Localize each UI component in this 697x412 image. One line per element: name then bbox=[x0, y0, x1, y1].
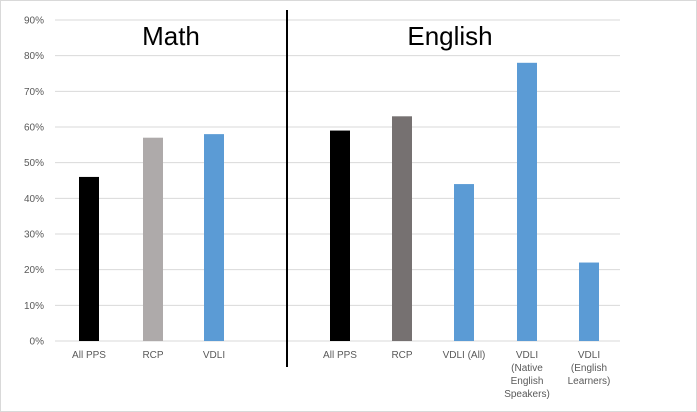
x-tick-label: RCP bbox=[142, 350, 163, 361]
panel-title: Math bbox=[142, 21, 200, 51]
x-tick-label: VDLI bbox=[203, 350, 225, 361]
y-tick-label: 10% bbox=[24, 301, 44, 312]
bar bbox=[330, 130, 350, 341]
bar bbox=[79, 176, 99, 341]
x-tick-label: VDLI (All) bbox=[443, 350, 486, 361]
bar bbox=[204, 134, 224, 341]
bar bbox=[579, 262, 599, 341]
x-tick-label: All PPS bbox=[72, 350, 106, 361]
y-tick-label: 0% bbox=[30, 337, 45, 348]
y-tick-label: 70% bbox=[24, 87, 44, 98]
x-tick-label: VDLI (Native English Speakers) bbox=[504, 350, 550, 400]
x-tick-label: VDLI (English Learners) bbox=[568, 350, 611, 387]
bar bbox=[517, 62, 537, 342]
y-tick-label: 60% bbox=[24, 123, 44, 134]
y-tick-label: 50% bbox=[24, 158, 44, 169]
bar bbox=[143, 137, 163, 341]
bar bbox=[454, 184, 474, 341]
x-tick-label: RCP bbox=[391, 350, 412, 361]
y-tick-label: 20% bbox=[24, 265, 44, 276]
y-tick-label: 40% bbox=[24, 194, 44, 205]
panel-title: English bbox=[407, 21, 492, 51]
y-tick-label: 90% bbox=[24, 16, 44, 27]
x-tick-label: All PPS bbox=[323, 350, 357, 361]
bar bbox=[392, 116, 412, 341]
y-tick-label: 80% bbox=[24, 51, 44, 62]
y-tick-label: 30% bbox=[24, 230, 44, 241]
